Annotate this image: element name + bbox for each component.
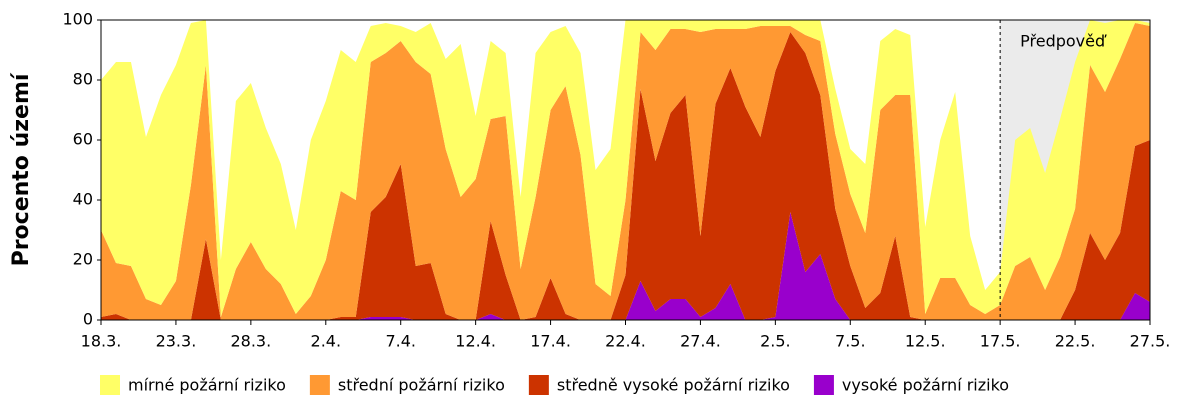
x-tick-label: 18.3. [81, 332, 122, 351]
y-tick-label: 100 [62, 10, 93, 29]
legend-swatch [813, 375, 834, 395]
y-tick-label: 60 [73, 130, 93, 149]
y-tick-label: 80 [73, 70, 93, 89]
legend-label: střední požární riziko [338, 376, 505, 395]
area [101, 23, 1150, 320]
x-tick-label: 22.5. [1055, 332, 1096, 351]
y-tick-label: 20 [73, 250, 93, 269]
x-tick-label: 7.5. [835, 332, 866, 351]
x-tick-label: 12.4. [455, 332, 496, 351]
y-axis-label: Procento území [9, 72, 34, 266]
x-tick-label: 23.3. [156, 332, 197, 351]
x-tick-label: 7.4. [385, 332, 416, 351]
legend-label: středně vysoké požární riziko [557, 376, 790, 395]
legend-swatch [309, 375, 330, 395]
legend-label: mírné požární riziko [128, 376, 286, 395]
y-tick-label: 0 [83, 310, 93, 329]
legend-label: vysoké požární riziko [842, 376, 1009, 395]
x-tick-label: 27.4. [680, 332, 721, 351]
legend-swatch [528, 375, 549, 395]
x-tick-label: 28.3. [230, 332, 271, 351]
x-tick-label: 12.5. [905, 332, 946, 351]
x-tick-label: 17.4. [530, 332, 571, 351]
y-tick-label: 40 [73, 190, 93, 209]
legend-swatch [100, 375, 120, 395]
x-tick-label: 17.5. [980, 332, 1021, 351]
x-tick-label: 2.4. [311, 332, 342, 351]
x-tick-label: 27.5. [1130, 332, 1171, 351]
area [101, 32, 1150, 320]
x-tick-label: 2.5. [760, 332, 791, 351]
x-tick-label: 22.4. [605, 332, 646, 351]
forecast-label: Předpověď [1020, 32, 1107, 51]
area [101, 20, 1150, 317]
